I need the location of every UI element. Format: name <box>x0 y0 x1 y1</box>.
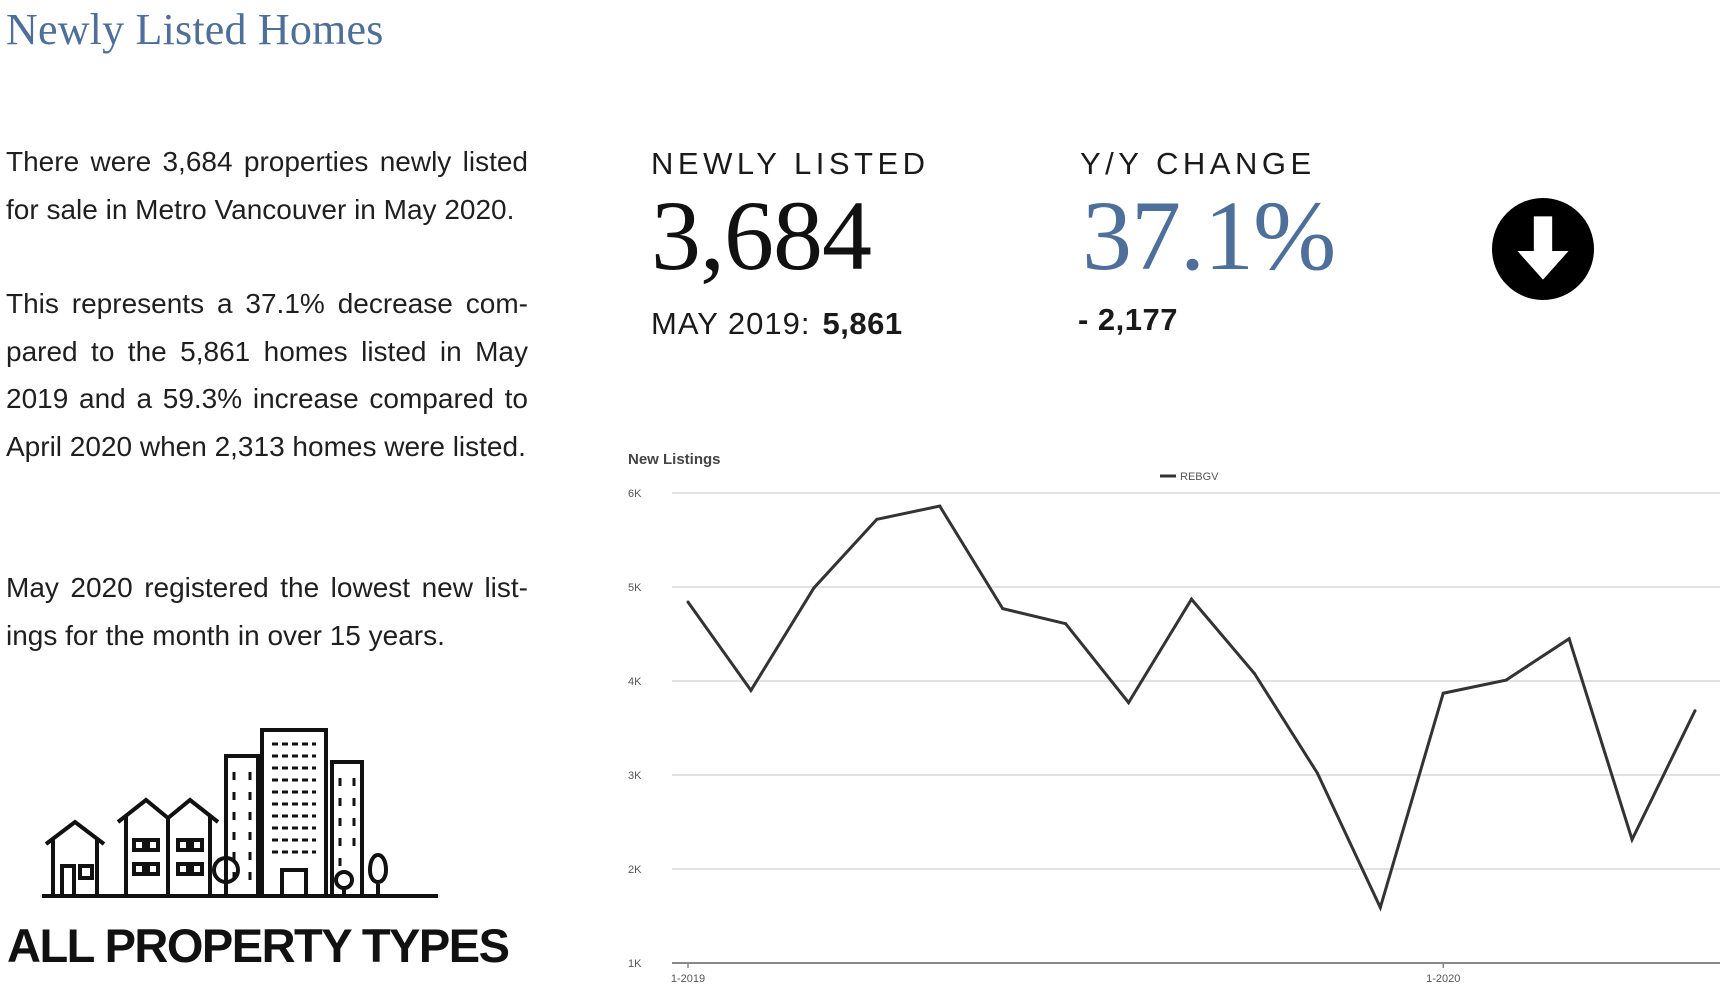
y-tick-label: 4K <box>628 676 642 688</box>
y-tick-label: 6K <box>628 488 642 500</box>
x-tick-label: 1-2020 <box>1426 973 1460 985</box>
legend-label: REBGV <box>1180 471 1219 483</box>
y-tick-label: 1K <box>628 958 642 970</box>
new-listings-chart: New Listings 1K 2K 3K 4K 5K 6K REBGV 1-2019 1-… <box>628 451 1720 985</box>
y-tick-label: 3K <box>628 770 642 782</box>
y-tick-label: 5K <box>628 582 642 594</box>
newly-listed-label: NEWLY LISTED <box>651 146 930 181</box>
data-point <box>1001 607 1005 611</box>
data-point <box>686 600 690 604</box>
property-type-caption: ALL PROPERTY TYPES <box>7 919 510 972</box>
y-tick-label: 2K <box>628 864 642 876</box>
x-tick-label: 1-2019 <box>671 973 705 985</box>
data-point <box>938 504 942 508</box>
data-point <box>749 688 753 692</box>
city-buildings-icon <box>42 728 438 898</box>
data-point <box>1441 691 1445 695</box>
data-point <box>1127 701 1131 705</box>
data-point <box>1252 671 1256 675</box>
data-point <box>1315 771 1319 775</box>
data-point <box>1190 597 1193 601</box>
page-title: Newly Listed Homes <box>6 5 384 54</box>
yoy-change-value: 37.1% <box>1082 180 1336 291</box>
yoy-difference: - 2,177 <box>1078 302 1179 337</box>
series-line-rebgv <box>686 504 1697 912</box>
summary-paragraph-comparison: This represents a 37.1% decrease com­par… <box>6 288 528 462</box>
summary-paragraph-listed: There were 3,684 properties newly listed… <box>6 146 528 225</box>
data-point <box>1567 637 1571 641</box>
data-point <box>1064 622 1068 626</box>
summary-paragraph-lowest: May 2020 registered the lowest new list­… <box>6 572 528 651</box>
newly-listed-value: 3,684 <box>651 180 872 291</box>
data-point <box>875 517 879 521</box>
data-point <box>812 586 816 590</box>
previous-year-value: 5,861 <box>822 306 903 341</box>
previous-year-stat: MAY 2019: 5,861 <box>651 306 903 342</box>
data-point <box>1378 906 1382 910</box>
data-point <box>1504 678 1508 682</box>
data-point <box>1693 709 1697 713</box>
yoy-change-label: Y/Y CHANGE <box>1080 146 1316 181</box>
previous-year-label: MAY 2019: <box>651 306 811 341</box>
chart-title: New Listings <box>628 451 721 468</box>
data-point <box>1630 838 1634 842</box>
down-arrow-icon <box>1492 198 1594 300</box>
